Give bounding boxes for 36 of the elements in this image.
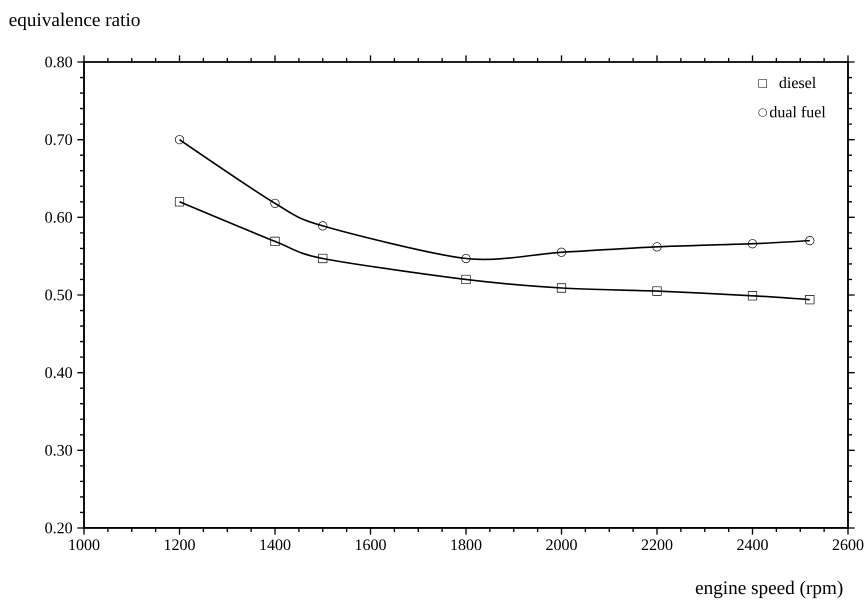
- point: [461, 274, 471, 284]
- y-tick-label: 0.60: [45, 212, 72, 223]
- x-axis-title: engine speed (rpm): [696, 580, 842, 598]
- point: [318, 254, 328, 264]
- point: [748, 239, 758, 248]
- x-tick-label: 1800: [451, 539, 482, 550]
- y-tick-label: 0.30: [45, 444, 72, 456]
- x-tick-label: 2400: [737, 539, 768, 550]
- x-tick-label: 1200: [164, 539, 195, 550]
- y-tick-label: 0.40: [45, 367, 72, 378]
- y-tick-label: 0.80: [45, 56, 72, 68]
- x-tick-label: 2200: [642, 539, 672, 550]
- point: [318, 221, 328, 230]
- x-tick-label: 2000: [546, 539, 577, 550]
- legend-label: dual fuel: [770, 106, 826, 118]
- point: [270, 236, 280, 246]
- x-tick-label: 1400: [260, 539, 290, 550]
- x-tick-label: 1600: [356, 539, 386, 550]
- x-tick-label: 2600: [832, 539, 864, 550]
- point: [748, 291, 758, 300]
- y-tick-label: 0.70: [45, 134, 72, 146]
- y-axis-title: equivalence ratio: [9, 12, 140, 30]
- point: [805, 295, 814, 304]
- point: [652, 286, 662, 296]
- point: [461, 254, 471, 264]
- point: [174, 135, 184, 144]
- y-tick-label: 0.50: [45, 290, 72, 300]
- point: [270, 198, 280, 208]
- point: [805, 236, 814, 246]
- point: [556, 283, 566, 293]
- y-tick-label: 0.20: [45, 522, 72, 534]
- point: [174, 197, 184, 206]
- legend-label: diesel: [779, 76, 816, 88]
- x-tick-label: 1000: [69, 539, 100, 550]
- point: [556, 248, 566, 257]
- point: [652, 242, 662, 252]
